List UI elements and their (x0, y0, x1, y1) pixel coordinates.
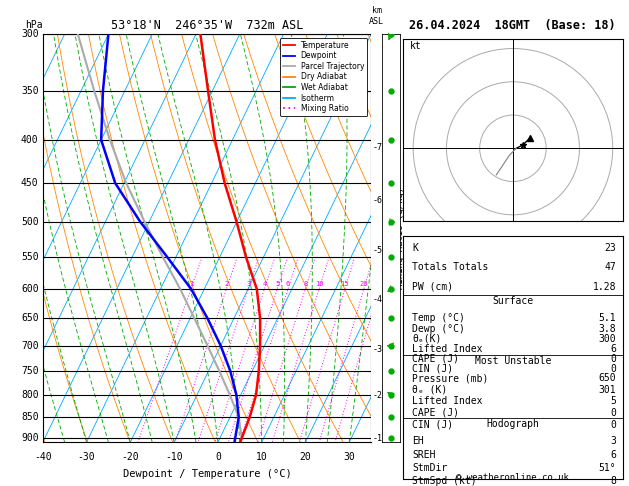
Text: 800: 800 (21, 390, 38, 400)
Text: -7: -7 (372, 143, 382, 152)
Text: 26.04.2024  18GMT  (Base: 18): 26.04.2024 18GMT (Base: 18) (409, 18, 616, 32)
Text: EH: EH (412, 436, 424, 446)
Text: 450: 450 (21, 178, 38, 188)
Text: 5: 5 (610, 397, 616, 406)
Text: 0: 0 (610, 408, 616, 418)
Text: kt: kt (410, 40, 421, 51)
Text: 650: 650 (21, 313, 38, 324)
Text: 10: 10 (315, 281, 323, 287)
Text: 25: 25 (375, 281, 383, 287)
Text: 0: 0 (215, 452, 221, 463)
Text: StmSpd (kt): StmSpd (kt) (412, 476, 477, 486)
Text: LCL: LCL (373, 435, 387, 444)
Text: 900: 900 (21, 433, 38, 443)
Text: -20: -20 (121, 452, 139, 463)
Text: -1: -1 (372, 434, 382, 443)
Text: -40: -40 (34, 452, 52, 463)
Text: Mixing Ratio (g/kg): Mixing Ratio (g/kg) (396, 187, 405, 289)
Text: -6: -6 (372, 196, 382, 205)
Text: 300: 300 (21, 29, 38, 39)
Text: StmDir: StmDir (412, 463, 447, 473)
Text: 15: 15 (341, 281, 349, 287)
Text: Totals Totals: Totals Totals (412, 262, 488, 273)
Text: 47: 47 (604, 262, 616, 273)
Text: 1: 1 (189, 281, 193, 287)
Text: -4: -4 (372, 295, 382, 304)
Text: Dewpoint / Temperature (°C): Dewpoint / Temperature (°C) (123, 469, 291, 479)
Text: 4: 4 (262, 281, 267, 287)
Text: 20: 20 (360, 281, 368, 287)
Text: Lifted Index: Lifted Index (412, 344, 482, 354)
Text: 500: 500 (21, 217, 38, 227)
Text: Temp (°C): Temp (°C) (412, 313, 465, 324)
Text: 20: 20 (299, 452, 311, 463)
Text: SREH: SREH (412, 450, 435, 460)
Text: Dewp (°C): Dewp (°C) (412, 324, 465, 333)
Text: 6: 6 (286, 281, 290, 287)
Text: Lifted Index: Lifted Index (412, 397, 482, 406)
Text: km
ASL: km ASL (369, 6, 384, 26)
Text: 8: 8 (610, 476, 616, 486)
Text: PW (cm): PW (cm) (412, 282, 453, 292)
Text: θₑ(K): θₑ(K) (412, 333, 442, 344)
Text: Surface: Surface (493, 296, 533, 307)
Text: 301: 301 (599, 385, 616, 395)
Text: 600: 600 (21, 284, 38, 294)
Text: CIN (J): CIN (J) (412, 364, 453, 374)
Text: 5.1: 5.1 (599, 313, 616, 324)
Text: 650: 650 (599, 373, 616, 383)
Legend: Temperature, Dewpoint, Parcel Trajectory, Dry Adiabat, Wet Adiabat, Isotherm, Mi: Temperature, Dewpoint, Parcel Trajectory… (280, 38, 367, 116)
Text: Most Unstable: Most Unstable (475, 356, 551, 366)
Text: -3: -3 (372, 345, 382, 354)
Text: Pressure (mb): Pressure (mb) (412, 373, 488, 383)
Text: 8: 8 (303, 281, 308, 287)
Text: CAPE (J): CAPE (J) (412, 408, 459, 418)
Text: 850: 850 (21, 412, 38, 422)
Text: K: K (412, 243, 418, 253)
Text: 2: 2 (224, 281, 228, 287)
Text: 750: 750 (21, 366, 38, 376)
Text: -2: -2 (372, 391, 382, 400)
Text: CAPE (J): CAPE (J) (412, 354, 459, 364)
Text: 0: 0 (610, 354, 616, 364)
Text: CIN (J): CIN (J) (412, 419, 453, 430)
Text: -30: -30 (78, 452, 96, 463)
Text: 6: 6 (610, 344, 616, 354)
Text: 3: 3 (610, 436, 616, 446)
Text: 1.28: 1.28 (593, 282, 616, 292)
Text: 700: 700 (21, 341, 38, 351)
Text: 23: 23 (604, 243, 616, 253)
Text: 350: 350 (21, 86, 38, 96)
Text: -10: -10 (165, 452, 183, 463)
Text: © weatheronline.co.uk: © weatheronline.co.uk (456, 473, 569, 482)
Text: 300: 300 (599, 333, 616, 344)
Text: 3.8: 3.8 (599, 324, 616, 333)
Text: 51°: 51° (599, 463, 616, 473)
Text: Hodograph: Hodograph (486, 419, 540, 429)
Text: 10: 10 (256, 452, 267, 463)
Text: 53°18'N  246°35'W  732m ASL: 53°18'N 246°35'W 732m ASL (111, 18, 303, 32)
Text: 0: 0 (610, 364, 616, 374)
Text: -5: -5 (372, 246, 382, 255)
Text: θₑ (K): θₑ (K) (412, 385, 447, 395)
Text: 3: 3 (246, 281, 250, 287)
Text: 550: 550 (21, 252, 38, 262)
Text: 30: 30 (343, 452, 355, 463)
Text: 6: 6 (610, 450, 616, 460)
Text: 5: 5 (275, 281, 279, 287)
Text: 0: 0 (610, 419, 616, 430)
Text: 400: 400 (21, 135, 38, 145)
Text: hPa: hPa (25, 20, 42, 30)
